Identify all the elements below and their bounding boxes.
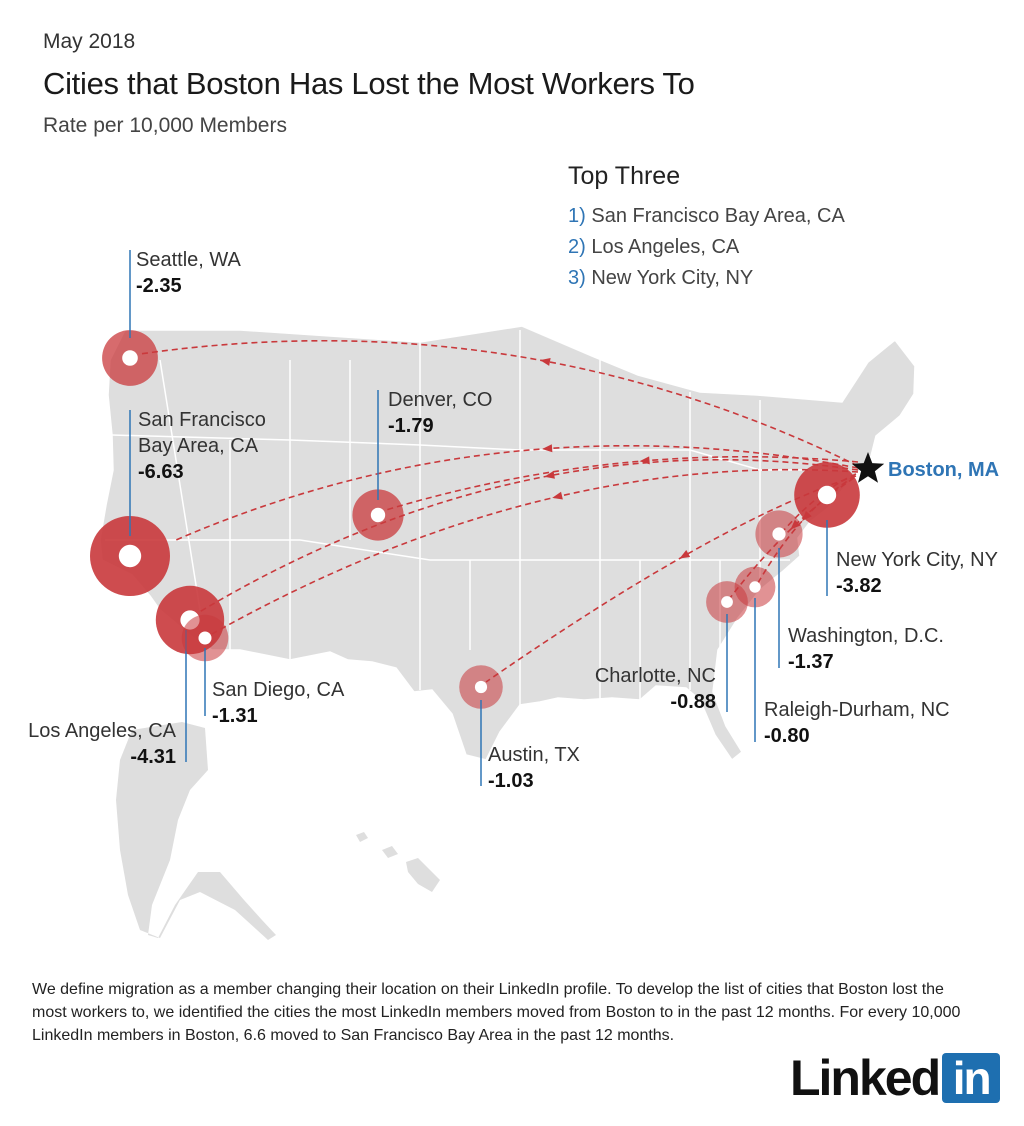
city-name: Bay Area, CA (138, 435, 259, 457)
city-name: Denver, CO (388, 389, 492, 411)
city-rate: -1.03 (488, 770, 534, 792)
city-rate: -0.80 (764, 725, 810, 747)
arrowhead-icon (540, 358, 551, 366)
star-icon (851, 452, 885, 483)
migration-arc-sf (175, 444, 859, 541)
city-marker-denver: Denver, CO -1.79 (352, 389, 492, 541)
page-title: Cities that Boston Has Lost the Most Wor… (43, 66, 695, 101)
city-name: Los Angeles, CA (28, 720, 177, 742)
rank-city: San Francisco Bay Area, CA (591, 205, 845, 227)
city-name: Austin, TX (488, 744, 580, 766)
migration-arc-sandiego (211, 468, 859, 635)
city-name: Raleigh-Durham, NC (764, 699, 950, 721)
rank-city: Los Angeles, CA (591, 236, 740, 258)
rank-number: 3) (568, 267, 586, 289)
city-marker-charlotte: Charlotte, NC -0.88 (595, 581, 748, 713)
arrowhead-icon (542, 444, 553, 453)
city-name: Washington, D.C. (788, 625, 944, 647)
arrowhead-icon (544, 470, 555, 479)
rank-city: New York City, NY (591, 267, 754, 289)
city-marker-austin: Austin, TX -1.03 (459, 665, 580, 792)
center-dot (817, 485, 837, 505)
top-three-heading: Top Three (568, 162, 681, 190)
city-name: San Diego, CA (212, 679, 345, 701)
date-label: May 2018 (43, 30, 136, 53)
city-marker-raleigh: Raleigh-Durham, NC -0.80 (734, 566, 950, 747)
city-marker-dc: Washington, D.C. -1.37 (755, 510, 944, 673)
city-name: San Francisco (138, 409, 266, 431)
top-three-item: 1) San Francisco Bay Area, CA (568, 205, 845, 236)
city-marker-nyc: New York City, NY -3.82 (794, 462, 998, 597)
city-rate: -6.63 (138, 461, 184, 483)
origin-label: Boston, MA (888, 459, 999, 481)
city-name: New York City, NY (836, 549, 998, 571)
center-dot (772, 527, 786, 541)
subtitle: Rate per 10,000 Members (43, 114, 287, 137)
city-rate: -1.31 (212, 705, 258, 727)
city-rate: -0.88 (670, 691, 716, 713)
center-dot (721, 596, 733, 608)
center-dot (118, 544, 142, 568)
footnote: We define migration as a member changing… (32, 981, 961, 1044)
city-name: Seattle, WA (136, 249, 242, 271)
city-rate: -3.82 (836, 575, 882, 597)
rank-number: 2) (568, 236, 586, 258)
rank-number: 1) (568, 205, 586, 227)
alaska-shape (116, 722, 276, 940)
top-three-item: 2) Los Angeles, CA (568, 236, 845, 267)
center-dot (370, 507, 386, 523)
city-marker-sandiego: San Diego, CA -1.31 (181, 614, 345, 727)
logo-box: in (942, 1053, 1001, 1103)
city-rate: -1.37 (788, 651, 834, 673)
city-marker-sf: San Francisco Bay Area, CA -6.63 (90, 409, 266, 596)
arrowhead-icon (552, 491, 563, 500)
city-name: Charlotte, NC (595, 665, 716, 687)
top-three-list: Top Three 1) San Francisco Bay Area, CA … (568, 162, 845, 298)
center-dot (749, 581, 761, 593)
center-dot (122, 350, 138, 366)
top-three-item: 3) New York City, NY (568, 267, 845, 298)
center-dot (198, 631, 212, 645)
city-rate: -2.35 (136, 275, 182, 297)
arrowhead-icon (639, 456, 650, 465)
city-rate: -1.79 (388, 415, 434, 437)
arrowhead-icon (679, 550, 691, 559)
linkedin-logo: Linked in (790, 1050, 1001, 1106)
center-dot (474, 680, 488, 694)
city-markers: Seattle, WA -2.35 San Francisco Bay Area, C… (28, 249, 998, 792)
city-marker-seattle: Seattle, WA -2.35 (102, 249, 242, 386)
origin-marker: Boston, MA (851, 452, 999, 483)
city-rate: -4.31 (130, 746, 176, 768)
logo-wordmark: Linked (790, 1050, 941, 1106)
hawaii-shape (356, 832, 440, 892)
state-borders (105, 330, 842, 705)
migration-arc-denver (385, 455, 859, 511)
